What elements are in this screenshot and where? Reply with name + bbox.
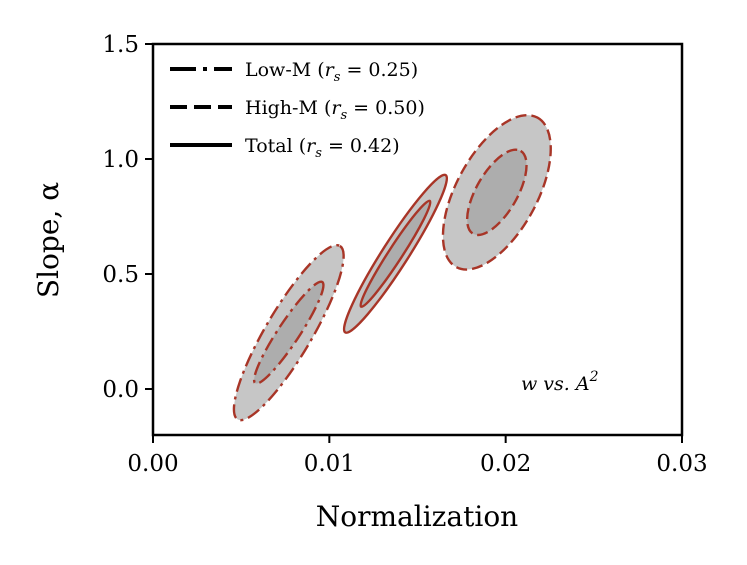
y-tick-label: 1.5 [102,32,139,58]
x-axis-label: Normalization [316,500,518,533]
annotation-text: w vs. A2 [521,369,599,395]
y-axis-label: Slope, α [32,182,65,298]
y-tick-label: 1.0 [102,147,139,173]
contour-high-m-inner [465,148,528,237]
y-axis: 0.0 0.5 1.0 1.5 [102,32,153,403]
legend: Low-M (rs = 0.25) High-M (rs = 0.50) Total… [170,59,425,161]
x-axis: 0.00 0.01 0.02 0.03 [127,435,708,477]
y-tick-label: 0.5 [102,262,139,288]
contour-low-m-inner [252,280,325,385]
legend-label-low-m: Low-M (rs = 0.25) [245,59,418,85]
x-tick-label: 0.03 [656,451,707,477]
x-tick-label: 0.02 [480,451,531,477]
x-tick-label: 0.00 [127,451,178,477]
legend-label-high-m: High-M (rs = 0.50) [245,97,425,123]
y-tick-label: 0.0 [102,377,139,403]
plot-frame [151,42,684,437]
contour-total-inner [359,199,432,308]
contour-layer [232,113,552,422]
legend-label-total: Total (rs = 0.42) [245,135,400,161]
x-tick-label: 0.01 [304,451,355,477]
